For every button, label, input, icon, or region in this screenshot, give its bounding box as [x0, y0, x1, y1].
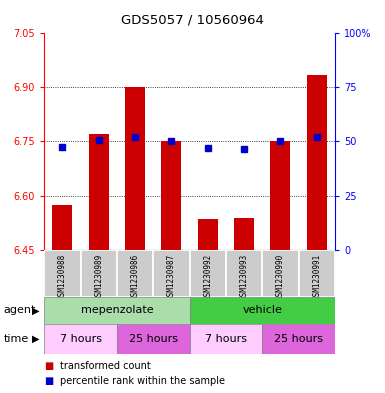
Bar — [226, 250, 262, 297]
Text: 7 hours: 7 hours — [205, 334, 247, 344]
Text: transformed count: transformed count — [60, 361, 151, 371]
Text: ■: ■ — [44, 376, 54, 386]
Text: ▶: ▶ — [32, 305, 40, 316]
Text: 25 hours: 25 hours — [274, 334, 323, 344]
Text: 25 hours: 25 hours — [129, 334, 178, 344]
Bar — [161, 141, 181, 250]
Text: agent: agent — [4, 305, 36, 316]
Text: GSM1230992: GSM1230992 — [203, 253, 212, 299]
Bar — [52, 204, 72, 250]
Bar — [198, 219, 218, 250]
Text: percentile rank within the sample: percentile rank within the sample — [60, 376, 225, 386]
Text: GSM1230989: GSM1230989 — [94, 253, 103, 299]
Text: GSM1230991: GSM1230991 — [312, 253, 321, 299]
Text: GSM1230993: GSM1230993 — [239, 253, 249, 299]
Bar — [44, 324, 117, 354]
Text: GSM1230987: GSM1230987 — [167, 253, 176, 299]
Bar — [307, 75, 327, 250]
Bar — [89, 134, 109, 250]
Text: ■: ■ — [44, 361, 54, 371]
Bar — [44, 297, 190, 324]
Bar — [44, 250, 80, 297]
Text: ▶: ▶ — [32, 334, 40, 344]
Bar — [190, 324, 262, 354]
Bar — [117, 324, 190, 354]
Bar — [117, 250, 153, 297]
Bar — [125, 87, 145, 250]
Bar — [234, 218, 254, 250]
Text: GSM1230990: GSM1230990 — [276, 253, 285, 299]
Text: mepenzolate: mepenzolate — [80, 305, 153, 316]
Text: GDS5057 / 10560964: GDS5057 / 10560964 — [121, 14, 264, 27]
Bar — [262, 250, 299, 297]
Bar — [262, 324, 335, 354]
Text: time: time — [4, 334, 29, 344]
Text: GSM1230986: GSM1230986 — [131, 253, 140, 299]
Bar — [153, 250, 189, 297]
Bar — [80, 250, 117, 297]
Bar — [299, 250, 335, 297]
Bar — [190, 297, 335, 324]
Bar — [190, 250, 226, 297]
Text: vehicle: vehicle — [242, 305, 282, 316]
Text: 7 hours: 7 hours — [60, 334, 102, 344]
Text: GSM1230988: GSM1230988 — [58, 253, 67, 299]
Bar — [270, 141, 290, 250]
